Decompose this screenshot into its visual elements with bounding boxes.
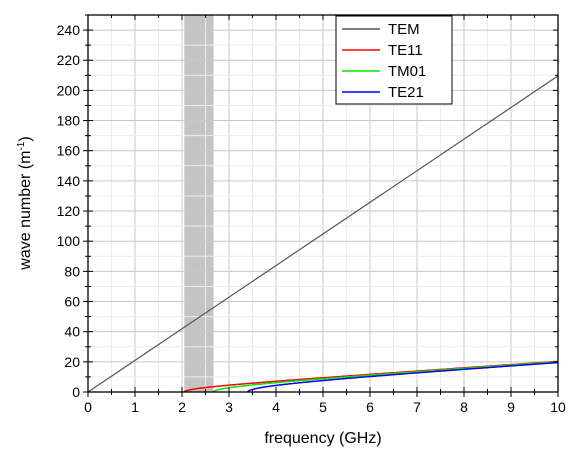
y-tick-label: 220 bbox=[57, 52, 81, 68]
series-line-tem bbox=[87, 75, 559, 393]
y-axis-title-exponent: -1 bbox=[16, 141, 27, 150]
shaded-band bbox=[184, 15, 214, 392]
legend-label-te11: TE11 bbox=[388, 42, 423, 59]
y-tick-label: 180 bbox=[57, 113, 81, 129]
y-axis-title-close: ) bbox=[17, 136, 34, 141]
x-tick-label: 10 bbox=[550, 399, 566, 415]
legend-box bbox=[335, 15, 453, 105]
x-tick-label: 5 bbox=[319, 399, 327, 415]
y-tick-label: 120 bbox=[57, 203, 81, 219]
y-tick-label: 200 bbox=[57, 82, 81, 98]
y-tick-label: 80 bbox=[64, 263, 80, 279]
y-tick-label: 20 bbox=[64, 354, 80, 370]
series-layer bbox=[87, 75, 559, 393]
tick-layer bbox=[83, 14, 559, 397]
x-tick-label: 7 bbox=[413, 399, 421, 415]
legend-label-te21: TE21 bbox=[388, 84, 424, 101]
x-tick-label: 2 bbox=[178, 399, 186, 415]
x-tick-label: 4 bbox=[272, 399, 280, 415]
series-line-te21 bbox=[247, 361, 559, 393]
x-tick-label: 0 bbox=[84, 399, 92, 415]
x-tick-label: 6 bbox=[366, 399, 374, 415]
x-tick-labels: 0 1 2 3 4 5 6 7 8 9 10 bbox=[84, 399, 566, 415]
y-tick-label: 240 bbox=[57, 22, 81, 38]
x-tick-label: 9 bbox=[507, 399, 515, 415]
grid-layer bbox=[87, 14, 559, 393]
x-tick-label: 1 bbox=[131, 399, 139, 415]
x-tick-label: 8 bbox=[460, 399, 468, 415]
y-tick-label: 0 bbox=[72, 384, 80, 400]
y-tick-label: 140 bbox=[57, 173, 81, 189]
x-tick-label: 3 bbox=[225, 399, 233, 415]
y-tick-label: 160 bbox=[57, 143, 81, 159]
legend: TEM TE11 TM01 TE21 bbox=[335, 15, 453, 105]
y-tick-label: 40 bbox=[64, 324, 80, 340]
y-tick-label: 100 bbox=[57, 233, 81, 249]
y-tick-label: 60 bbox=[64, 294, 80, 310]
x-axis-title: frequency (GHz) bbox=[264, 430, 381, 447]
y-axis-title-main: wave number (m bbox=[17, 151, 34, 271]
legend-label-tem: TEM bbox=[388, 21, 420, 38]
y-tick-labels: 0 20 40 60 80 100 120 140 160 180 200 220 240 bbox=[57, 22, 81, 400]
shaded-band-layer bbox=[184, 15, 214, 392]
series-line-tm01 bbox=[212, 361, 559, 393]
legend-label-tm01: TM01 bbox=[388, 63, 426, 80]
y-axis-title: wave number (m-1) bbox=[16, 136, 34, 270]
